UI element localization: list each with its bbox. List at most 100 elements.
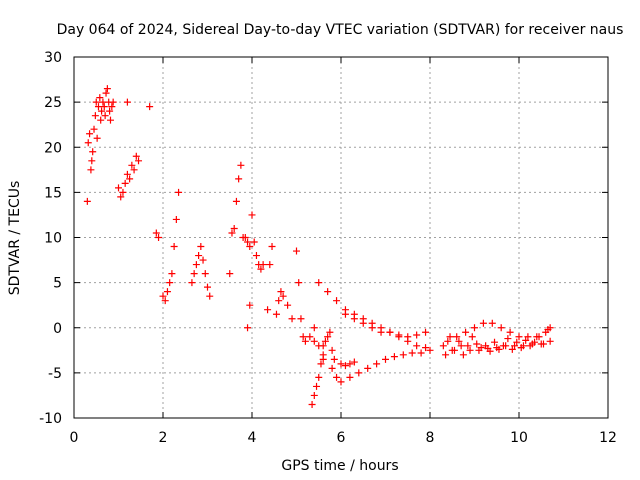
data-point (442, 351, 450, 359)
data-point (313, 382, 321, 390)
x-axis-title: GPS time / hours (281, 458, 398, 474)
data-point (195, 252, 203, 260)
data-point (130, 166, 138, 174)
data-point (497, 324, 505, 332)
data-point (206, 292, 214, 300)
data-point (333, 373, 341, 381)
data-point (337, 360, 345, 368)
data-point (450, 346, 458, 354)
data-point (204, 283, 211, 291)
data-point (495, 345, 503, 353)
data-point (395, 331, 403, 339)
data-point (170, 243, 178, 251)
data-point (106, 107, 114, 115)
data-point (84, 139, 92, 147)
data-point (126, 175, 134, 183)
data-point (301, 337, 309, 345)
data-point (486, 347, 494, 355)
data-point (279, 292, 287, 300)
data-point (197, 243, 205, 251)
data-point (299, 333, 307, 341)
data-point (101, 112, 109, 120)
data-point (244, 238, 252, 246)
data-point (228, 229, 236, 237)
chart-title: Day 064 of 2024, Sidereal Day-to-day VTE… (57, 22, 624, 38)
data-point (457, 342, 465, 350)
data-point (235, 175, 243, 183)
data-point (479, 319, 487, 327)
data-point (250, 238, 258, 246)
data-point (346, 373, 354, 381)
data-point (359, 319, 367, 327)
y-axis-title: SDTVAR / TECUs (7, 181, 23, 296)
data-point (531, 338, 539, 346)
x-tick-label: 10 (510, 430, 528, 446)
data-point (317, 360, 325, 368)
data-point (252, 252, 260, 260)
data-point (513, 338, 521, 346)
data-point (88, 157, 96, 165)
data-point (326, 328, 334, 336)
data-point (103, 85, 111, 93)
data-point (146, 103, 154, 111)
data-point (109, 98, 117, 106)
data-point (241, 234, 249, 241)
data-point (522, 336, 530, 344)
data-point (444, 337, 452, 345)
data-point (190, 270, 198, 278)
data-point (257, 265, 265, 273)
data-point (390, 353, 398, 361)
data-point (83, 197, 91, 205)
data-point (328, 364, 336, 372)
data-point (277, 288, 285, 296)
x-tick-label: 6 (337, 430, 346, 446)
data-point (310, 324, 318, 332)
y-tick-label: 0 (53, 321, 62, 337)
data-point (161, 297, 169, 305)
y-tick-label: 20 (44, 140, 62, 156)
y-tick-label: 30 (44, 50, 62, 66)
data-point (355, 369, 363, 377)
data-point (491, 338, 499, 346)
data-point (544, 326, 552, 334)
data-point (477, 344, 485, 352)
data-point (108, 103, 116, 111)
data-point (459, 351, 467, 359)
data-point (272, 310, 280, 318)
data-point (168, 270, 176, 278)
data-point (308, 400, 316, 408)
data-point (310, 391, 318, 399)
data-point (539, 340, 547, 348)
data-point (119, 188, 127, 196)
data-point (288, 315, 296, 323)
data-point (297, 315, 305, 323)
data-point (535, 333, 543, 341)
data-point (275, 297, 283, 305)
data-point (546, 337, 554, 345)
data-point (382, 355, 389, 363)
data-point (364, 364, 372, 372)
data-point (98, 107, 106, 115)
data-point (464, 342, 472, 350)
data-point (172, 215, 180, 223)
data-point (106, 116, 114, 124)
x-tick-label: 12 (599, 430, 617, 446)
data-point (293, 247, 300, 255)
data-point (166, 279, 174, 287)
data-point (341, 362, 349, 370)
data-point (468, 333, 476, 341)
data-point (504, 335, 512, 343)
data-points (83, 85, 554, 408)
data-point (524, 333, 532, 341)
x-tick-label: 8 (426, 430, 435, 446)
data-point (482, 342, 490, 350)
data-point (244, 324, 252, 332)
data-point (422, 328, 430, 336)
data-point (201, 270, 209, 278)
data-point (386, 328, 394, 336)
data-point (417, 349, 425, 357)
data-point (399, 351, 407, 359)
data-point (155, 234, 163, 241)
data-point (226, 270, 234, 278)
